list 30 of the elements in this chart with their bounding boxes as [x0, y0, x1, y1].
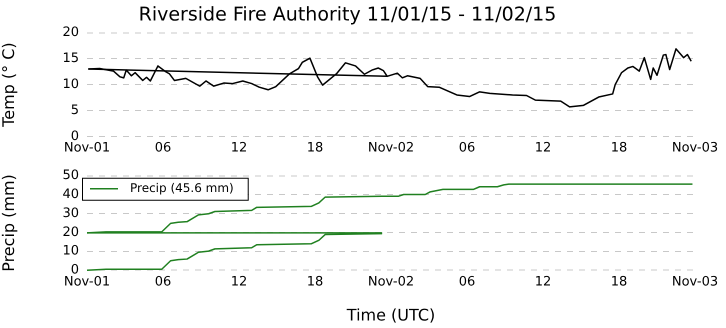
x-tick-label: 12 [534, 274, 552, 290]
chart-title: Riverside Fire Authority 11/01/15 - 11/02/15 [138, 3, 556, 26]
x-tick-label: Nov-02 [368, 274, 414, 290]
x-tick-label: 12 [534, 140, 552, 156]
y-tick-label: 30 [62, 206, 79, 221]
x-tick-label: Nov-03 [672, 140, 718, 156]
x-tick-label: Nov-03 [672, 274, 718, 290]
y-tick-label: 10 [62, 76, 79, 92]
y-tick-label: 10 [62, 244, 79, 259]
x-tick-label: 18 [306, 140, 324, 156]
x-tick-label: 18 [610, 274, 628, 290]
y-tick-label: 15 [62, 51, 79, 66]
x-tick-label: 12 [230, 274, 248, 290]
y-tick-label: 40 [62, 187, 79, 202]
x-tick-label: 18 [610, 140, 628, 156]
x-tick-label: 12 [230, 140, 248, 156]
x-tick-label: 06 [458, 274, 476, 290]
x-tick-label: 06 [458, 140, 476, 156]
y-tick-label: 5 [70, 102, 79, 118]
y-axis-title: Precip (mm) [0, 174, 18, 272]
y-tick-label: 20 [62, 224, 79, 240]
y-tick-label: 50 [62, 168, 79, 184]
x-tick-label: Nov-02 [368, 140, 414, 156]
x-tick-label: 06 [154, 274, 172, 290]
y-tick-label: 20 [62, 25, 79, 40]
x-tick-label: 18 [306, 274, 324, 290]
y-axis-title: Temp (° C) [0, 42, 18, 128]
x-tick-label: 06 [154, 140, 172, 156]
legend-label: Precip (45.6 mm) [130, 180, 234, 195]
x-axis-title: Time (UTC) [346, 306, 436, 325]
